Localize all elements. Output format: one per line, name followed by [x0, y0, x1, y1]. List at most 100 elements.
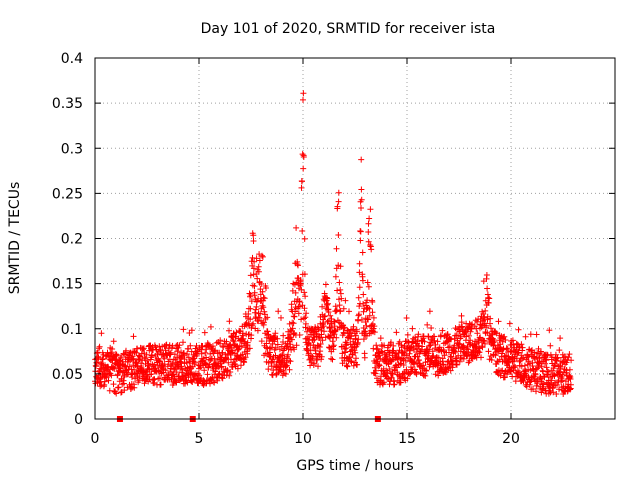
data-point: [128, 385, 134, 392]
data-point: [342, 349, 349, 356]
data-point: [374, 345, 381, 352]
data-point: [503, 345, 510, 352]
data-point: [261, 308, 268, 315]
data-point: [254, 275, 261, 282]
data-point: [423, 367, 430, 374]
data-point: [203, 346, 210, 353]
data-point: [289, 336, 295, 343]
data-point: [300, 165, 307, 172]
data-point: [385, 361, 392, 368]
data-point: [246, 345, 253, 352]
data-point: [538, 348, 544, 355]
data-point: [101, 381, 108, 388]
data-point: [299, 178, 305, 185]
data-point: [253, 255, 260, 262]
data-point: [563, 367, 570, 374]
data-point: [341, 324, 348, 331]
data-point: [245, 311, 252, 317]
data-point: [335, 198, 342, 205]
data-point: [265, 366, 272, 373]
data-point: [519, 344, 526, 351]
data-point: [337, 286, 344, 293]
data-point: [300, 154, 307, 160]
data-point: [486, 295, 493, 302]
data-point: [447, 367, 454, 374]
data-point: [347, 335, 354, 342]
data-point: [455, 332, 461, 339]
data-point: [400, 362, 407, 368]
x-tick-label: 20: [502, 431, 520, 447]
data-point: [396, 338, 403, 345]
data-point: [420, 362, 427, 369]
data-point: [389, 371, 396, 377]
data-point: [426, 346, 433, 353]
data-point: [187, 360, 194, 366]
data-point: [242, 354, 249, 361]
data-point: [367, 206, 374, 213]
data-point: [481, 314, 488, 321]
data-point: [108, 372, 115, 379]
data-point: [255, 268, 262, 275]
data-point: [94, 359, 101, 366]
data-point: [485, 348, 492, 355]
data-point: [263, 285, 269, 291]
data-point: [169, 360, 176, 367]
data-point: [361, 354, 368, 361]
data-point: [287, 341, 294, 348]
data-point: [323, 294, 330, 301]
data-point: [358, 205, 364, 211]
data-point: [421, 372, 428, 379]
data-point: [364, 279, 371, 286]
data-point: [483, 322, 490, 329]
data-point: [407, 347, 414, 354]
data-point: [421, 338, 428, 345]
data-point: [251, 289, 258, 296]
data-point: [217, 337, 224, 344]
data-point: [178, 363, 185, 370]
data-point: [291, 313, 298, 320]
data-point: [524, 352, 531, 359]
data-point: [360, 300, 367, 307]
data-point: [552, 361, 559, 367]
data-point: [184, 351, 191, 357]
data-point: [350, 362, 357, 369]
data-point: [474, 330, 481, 337]
data-point: [278, 314, 284, 321]
data-point: [336, 279, 343, 286]
data-point: [333, 245, 340, 252]
data-point: [518, 341, 525, 348]
data-point: [253, 314, 259, 320]
data-point: [275, 308, 282, 315]
data-point: [298, 316, 305, 323]
data-point: [546, 327, 553, 334]
data-point: [324, 301, 331, 308]
data-point: [333, 265, 340, 272]
data-point: [463, 333, 470, 340]
data-point: [301, 315, 307, 322]
data-point: [227, 341, 234, 348]
data-point: [299, 151, 306, 158]
data-point: [264, 314, 271, 321]
data-point: [311, 336, 318, 343]
data-point: [257, 310, 264, 317]
data-point: [461, 349, 468, 356]
data-point: [566, 351, 573, 358]
data-point: [336, 302, 343, 309]
data-point: [230, 337, 237, 344]
data-point: [321, 328, 327, 335]
data-point: [185, 354, 192, 361]
data-point: [324, 318, 331, 325]
data-point: [384, 353, 390, 360]
data-point: [252, 309, 258, 316]
data-point: [425, 350, 432, 357]
y-tick-label: 0.25: [52, 186, 83, 202]
grid-lines: [95, 58, 615, 419]
data-point: [180, 339, 186, 346]
data-point: [434, 338, 441, 345]
data-point: [358, 196, 365, 203]
data-point: [353, 355, 359, 362]
data-point: [456, 358, 463, 365]
data-point: [256, 314, 263, 321]
data-point: [300, 90, 307, 97]
data-point: [350, 323, 357, 330]
